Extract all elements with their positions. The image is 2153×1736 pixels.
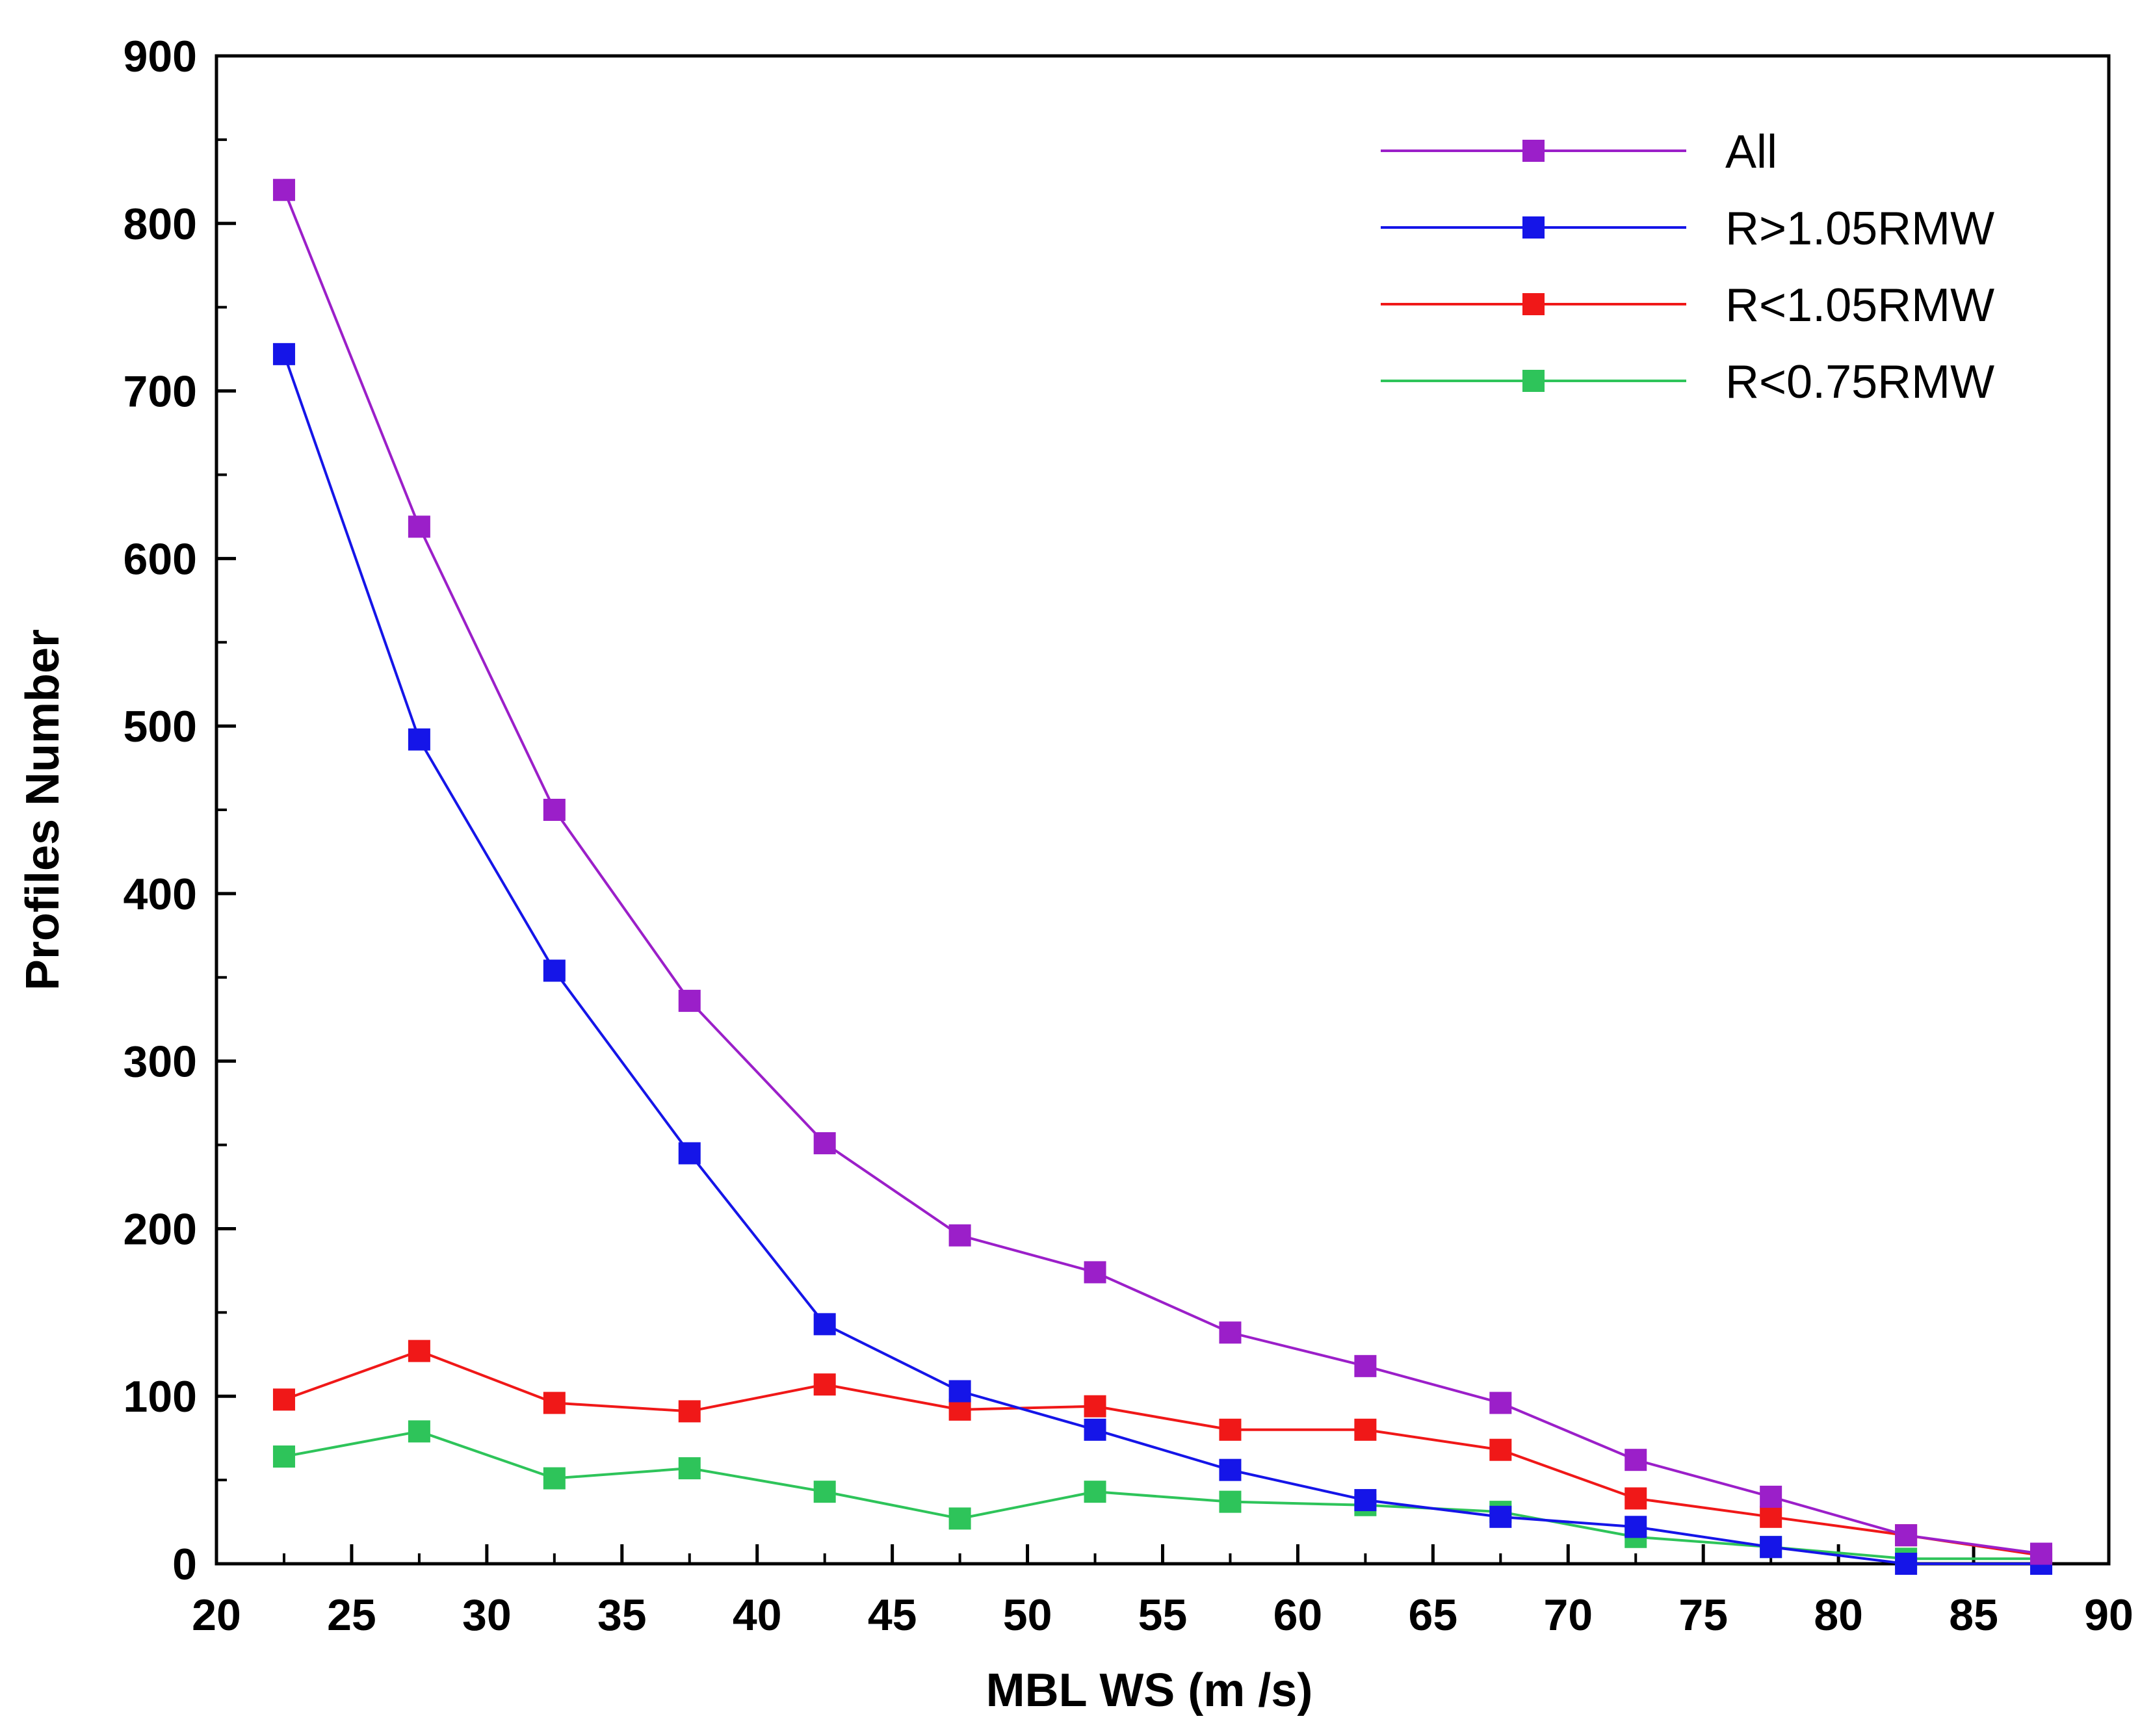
legend-label: R<0.75RMW	[1725, 356, 1994, 408]
data-point	[678, 1457, 701, 1480]
x-tick-label: 20	[192, 1590, 241, 1640]
legend-label: R<1.05RMW	[1725, 279, 1994, 331]
data-point	[272, 1388, 295, 1411]
data-point	[813, 1481, 836, 1503]
series-layer	[272, 179, 2053, 1575]
y-tick-label: 0	[172, 1540, 197, 1589]
x-tick-label: 60	[1273, 1590, 1323, 1640]
data-point	[1084, 1395, 1106, 1418]
data-point	[1489, 1392, 1512, 1414]
series-line	[283, 1349, 2042, 1557]
data-point	[1760, 1505, 1782, 1528]
series-line	[283, 1430, 2042, 1561]
y-tick-label: 200	[124, 1204, 197, 1254]
legend-item: R<1.05RMW	[1381, 279, 1994, 331]
data-point	[1625, 1516, 1647, 1538]
x-tick-label: 35	[597, 1590, 647, 1640]
data-point	[1895, 1553, 1918, 1575]
x-axis-title: MBL WS (m /s)	[986, 1665, 1313, 1717]
data-point	[1489, 1505, 1512, 1528]
legend-swatch-marker	[1522, 370, 1545, 392]
legend-swatch-marker	[1522, 140, 1545, 162]
x-tick-label: 55	[1138, 1590, 1188, 1640]
data-point	[543, 1467, 566, 1490]
data-point	[1625, 1449, 1647, 1471]
x-tick-label: 70	[1543, 1590, 1593, 1640]
series-line	[283, 189, 2042, 1555]
legend-swatch-marker	[1522, 293, 1545, 315]
y-tick-label: 800	[124, 200, 197, 249]
data-point	[678, 1400, 701, 1423]
y-axis-title: Profiles Number	[17, 629, 69, 991]
data-point	[813, 1132, 836, 1154]
data-point	[1084, 1418, 1106, 1441]
legend-item: R>1.05RMW	[1381, 203, 1994, 255]
y-tick-label: 900	[124, 32, 197, 81]
series-All	[272, 179, 2053, 1565]
data-point	[408, 515, 430, 538]
y-tick-label: 400	[124, 870, 197, 919]
x-tick-label: 45	[868, 1590, 917, 1640]
data-point	[678, 989, 701, 1012]
data-point	[813, 1313, 836, 1336]
x-tick-label: 90	[2084, 1590, 2133, 1640]
data-point	[1760, 1485, 1782, 1508]
x-tick-label: 85	[1949, 1590, 1998, 1640]
data-point	[948, 1507, 971, 1530]
y-tick-label: 300	[124, 1037, 197, 1087]
series-R>1.05RMW	[272, 343, 2053, 1575]
x-tick-label: 75	[1678, 1590, 1728, 1640]
data-point	[1219, 1490, 1242, 1513]
data-point	[813, 1373, 836, 1396]
data-point	[678, 1142, 701, 1165]
data-point	[2030, 1542, 2053, 1565]
x-tick-label: 30	[462, 1590, 512, 1640]
y-axis: 0 100 200 300 400 500 600 700 800 900	[124, 32, 236, 1589]
data-point	[1084, 1261, 1106, 1284]
data-point	[408, 1340, 430, 1362]
data-point	[1489, 1438, 1512, 1461]
x-tick-label: 40	[733, 1590, 782, 1640]
data-point	[1219, 1418, 1242, 1441]
legend-item: All	[1381, 126, 1777, 178]
data-point	[272, 1445, 295, 1468]
y-tick-label: 500	[124, 702, 197, 751]
data-point	[1354, 1418, 1377, 1441]
y-tick-label: 700	[124, 367, 197, 417]
data-point	[1219, 1321, 1242, 1344]
x-tick-label: 80	[1814, 1590, 1863, 1640]
legend-label: All	[1725, 126, 1777, 178]
y-tick-label: 600	[124, 534, 197, 584]
series-line	[283, 354, 2042, 1565]
data-point	[408, 1420, 430, 1443]
data-point	[948, 1380, 971, 1403]
data-point	[543, 799, 566, 821]
data-point	[272, 179, 295, 201]
data-point	[543, 959, 566, 982]
data-point	[1354, 1489, 1377, 1512]
legend-swatch-marker	[1522, 216, 1545, 239]
data-point	[408, 728, 430, 751]
legend: All R>1.05RMW R<1.05RMW R<0.75RMW	[1381, 126, 1994, 408]
x-tick-label: 50	[1003, 1590, 1052, 1640]
data-point	[948, 1398, 971, 1421]
data-point	[1354, 1354, 1377, 1377]
data-point	[543, 1392, 566, 1414]
x-tick-label: 65	[1409, 1590, 1458, 1640]
x-tick-label: 25	[327, 1590, 376, 1640]
series-R<1.05RMW	[272, 1340, 2053, 1567]
data-point	[1895, 1524, 1918, 1547]
legend-label: R>1.05RMW	[1725, 203, 1994, 255]
data-point	[1084, 1481, 1106, 1503]
data-point	[1760, 1536, 1782, 1559]
data-point	[948, 1224, 971, 1247]
x-axis: 20 25 30 35 40 45 50 55 60 65 70 75 80 85 90	[192, 1544, 2133, 1640]
y-tick-label: 100	[124, 1372, 197, 1421]
data-point	[1219, 1458, 1242, 1481]
data-point	[1625, 1487, 1647, 1510]
legend-item: R<0.75RMW	[1381, 356, 1994, 408]
data-point	[272, 343, 295, 365]
